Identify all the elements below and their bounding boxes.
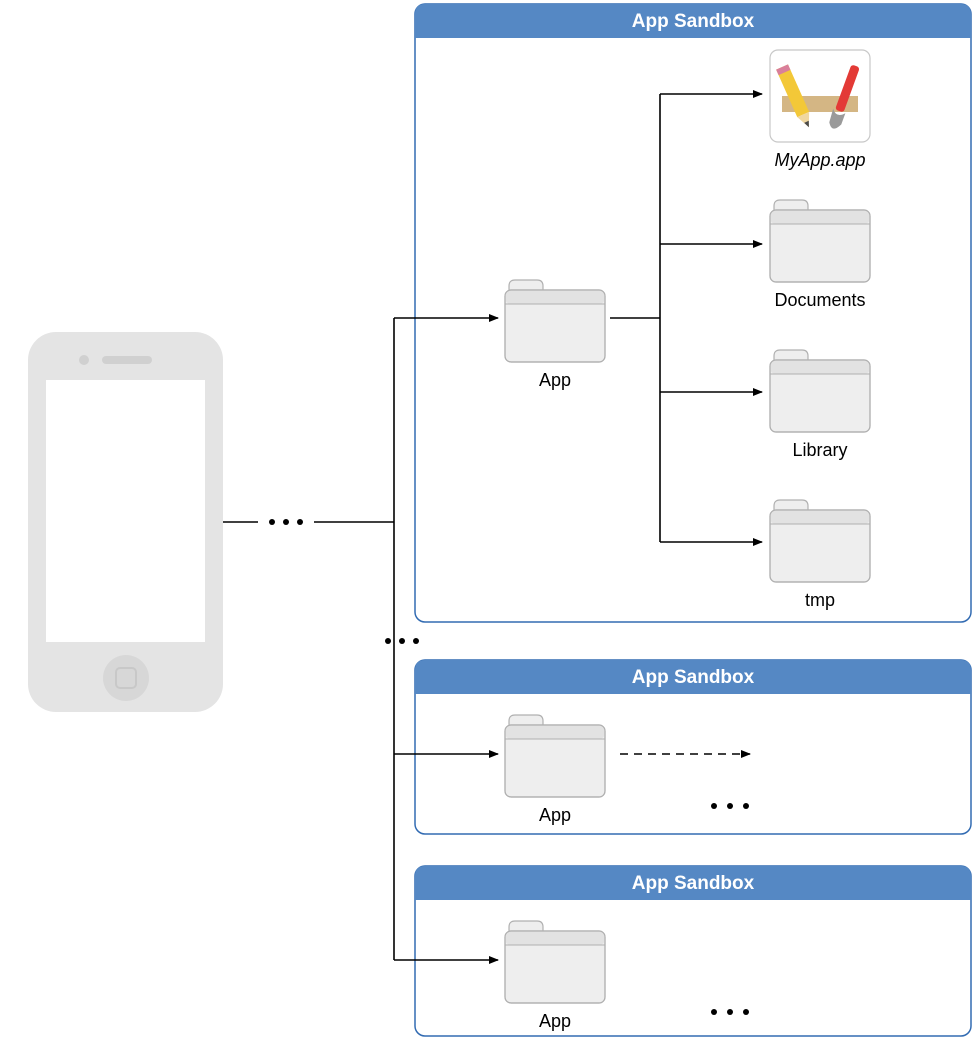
app-bundle-icon [770, 50, 870, 142]
folder-app-2 [505, 715, 605, 797]
sandbox-1: App Sandbox App MyApp.app [415, 4, 971, 622]
tmp-label: tmp [805, 590, 835, 610]
folder-app-1 [505, 280, 605, 362]
sandbox-3: App Sandbox App [415, 866, 971, 1036]
sandbox-3-title: App Sandbox [632, 873, 755, 894]
sandbox-diagram: App Sandbox App MyApp.app [0, 0, 975, 1044]
sandbox-2-title: App Sandbox [632, 667, 755, 688]
folder-app-3 [505, 921, 605, 1003]
library-label: Library [792, 440, 847, 460]
folder-documents [770, 200, 870, 282]
folder-app-3-label: App [539, 1011, 571, 1031]
iphone-illustration [28, 332, 223, 712]
folder-tmp [770, 500, 870, 582]
ellipsis-between-sandboxes [385, 638, 419, 644]
folder-library [770, 350, 870, 432]
documents-label: Documents [774, 290, 865, 310]
sandbox-1-title: App Sandbox [632, 11, 755, 32]
sandbox-2: App Sandbox App [415, 660, 971, 834]
myapp-label: MyApp.app [774, 150, 865, 170]
folder-app-2-label: App [539, 805, 571, 825]
folder-app-1-label: App [539, 370, 571, 390]
